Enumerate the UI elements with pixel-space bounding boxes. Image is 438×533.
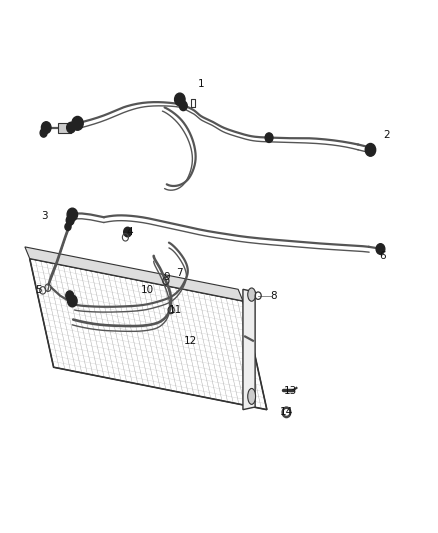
- Circle shape: [66, 291, 74, 301]
- Circle shape: [282, 407, 291, 418]
- Text: 3: 3: [42, 211, 48, 221]
- Text: 4: 4: [127, 227, 133, 237]
- Text: 1: 1: [198, 78, 205, 88]
- Text: 6: 6: [379, 251, 385, 261]
- Circle shape: [67, 122, 75, 133]
- Circle shape: [376, 244, 385, 254]
- Text: 10: 10: [141, 285, 154, 295]
- Circle shape: [265, 133, 273, 142]
- Circle shape: [72, 116, 83, 130]
- Polygon shape: [243, 289, 255, 410]
- Text: 5: 5: [35, 285, 42, 295]
- Ellipse shape: [248, 389, 255, 405]
- Polygon shape: [58, 123, 71, 133]
- Circle shape: [365, 143, 376, 156]
- Circle shape: [40, 128, 47, 137]
- Ellipse shape: [248, 288, 255, 301]
- Text: 13: 13: [284, 386, 297, 396]
- Circle shape: [180, 101, 187, 111]
- Text: 9: 9: [163, 272, 170, 282]
- Circle shape: [175, 93, 185, 106]
- Circle shape: [67, 295, 77, 307]
- Text: 8: 8: [270, 290, 277, 301]
- Circle shape: [67, 208, 78, 221]
- Circle shape: [65, 223, 71, 230]
- Text: 7: 7: [177, 268, 183, 278]
- Circle shape: [284, 410, 289, 415]
- Circle shape: [66, 216, 74, 225]
- Circle shape: [124, 227, 131, 237]
- Polygon shape: [30, 259, 267, 410]
- Polygon shape: [25, 247, 243, 301]
- Text: 12: 12: [184, 336, 198, 346]
- Text: 11: 11: [169, 305, 182, 315]
- Text: 2: 2: [383, 130, 390, 140]
- Circle shape: [42, 122, 51, 133]
- Text: 14: 14: [280, 407, 293, 417]
